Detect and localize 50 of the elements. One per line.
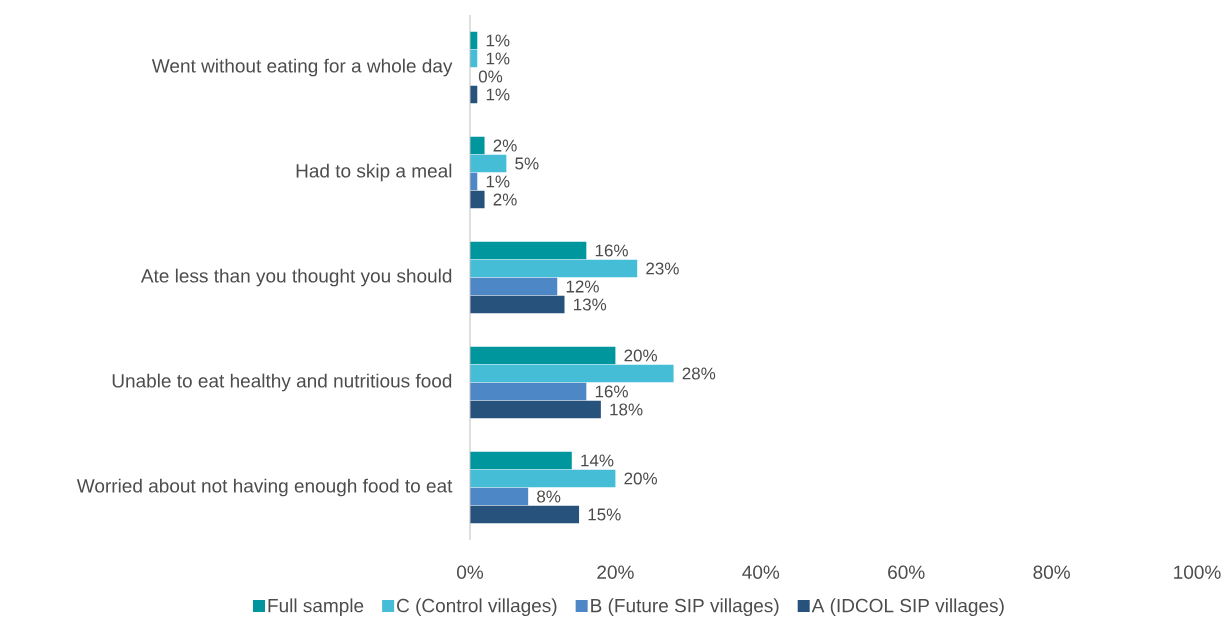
bar [470,400,601,419]
data-label: 0% [478,70,503,83]
bar [470,136,485,155]
data-label: 15% [588,508,621,521]
bar [470,241,587,260]
bar [470,451,572,470]
x-tick-label: 40% [742,565,780,579]
legend-label: C (Control villages) [397,598,557,617]
data-label: 12% [566,280,599,293]
bar [470,505,580,524]
bar [470,487,529,506]
bar [470,154,507,173]
data-label: 23% [646,262,679,275]
legend-label: A (IDCOL SIP villages) [811,598,1004,617]
bar [470,277,558,296]
y-tick-label: Went without eating for a whole day [151,58,453,77]
data-label: 14% [581,454,614,467]
bar [470,259,638,278]
data-label: 16% [595,385,628,398]
y-tick-label: Had to skip a meal [296,163,452,182]
data-label: 1% [486,88,510,101]
x-tick-label: 100% [1174,565,1221,579]
y-tick-label: Ate less than you thought you should [140,268,452,287]
data-label: 1% [486,52,510,65]
data-label: 1% [486,34,510,47]
x-tick-label: 80% [1033,565,1070,579]
data-label: 16% [595,244,628,257]
data-label: 2% [493,139,517,152]
x-tick-label: 60% [888,565,925,579]
legend-label: B (Future SIP villages) [591,598,779,617]
y-tick-label: Worried about not having enough food to eat [76,478,453,497]
bar [470,382,587,401]
bar [470,295,565,314]
x-tick-label: 0% [457,565,484,579]
data-label: 2% [493,193,517,206]
data-label: 28% [682,367,716,380]
data-label: 5% [515,157,539,170]
x-tick-label: 20% [597,565,634,579]
data-label: 1% [486,175,510,188]
legend-label: Full sample [268,598,364,617]
data-label: 13% [574,298,607,311]
data-label: 20% [624,349,658,362]
bar [470,346,616,365]
y-tick-label: Unable to eat healthy and nutritious food [112,373,452,392]
bar [470,190,485,209]
data-label: 20% [624,472,658,485]
data-label: 8% [537,490,561,503]
bar [470,364,674,383]
bar [470,469,616,488]
data-label: 18% [610,403,643,416]
